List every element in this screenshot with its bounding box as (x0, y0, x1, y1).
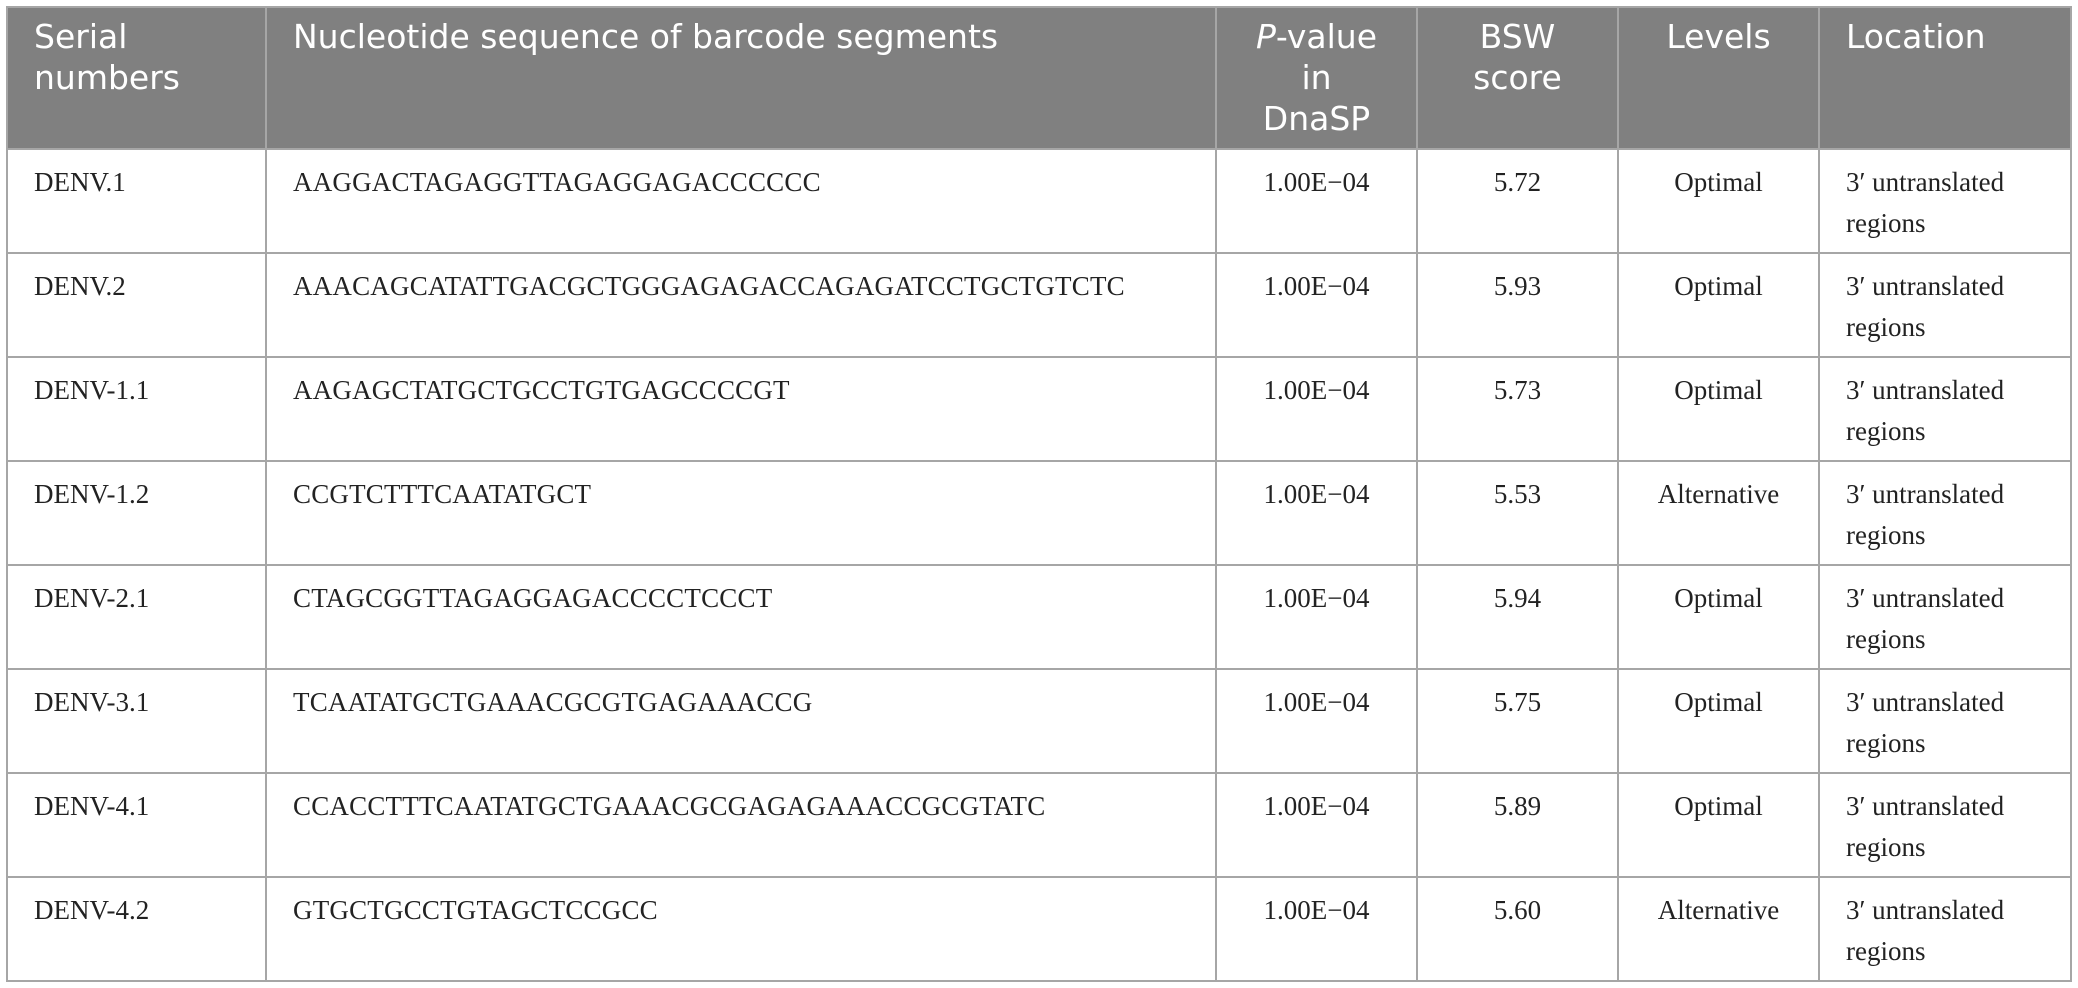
cell-p-value: 1.00E−04 (1215, 772, 1418, 878)
table-row: DENV.2 AAACAGCATATTGACGCTGGGAGAGACCAGAGA… (6, 252, 2072, 358)
table-body: DENV.1 AAGGACTAGAGGTTAGAGGAGACCCCCC 1.00… (6, 148, 2072, 982)
cell-level: Optimal (1617, 148, 1820, 254)
header-serial-numbers: Serial numbers (6, 6, 267, 150)
cell-p-value: 1.00E−04 (1215, 148, 1418, 254)
cell-level: Optimal (1617, 564, 1820, 670)
cell-bsw-score: 5.73 (1416, 356, 1619, 462)
header-nucleotide-sequence: Nucleotide sequence of barcode segments (265, 6, 1217, 150)
header-levels: Levels (1617, 6, 1820, 150)
header-p-value-rest: -value in DnaSP (1262, 17, 1378, 138)
cell-serial: DENV-1.1 (6, 356, 267, 462)
cell-location: 3′ untranslated regions (1818, 148, 2072, 254)
cell-location: 3′ untranslated regions (1818, 252, 2072, 358)
cell-p-value: 1.00E−04 (1215, 564, 1418, 670)
table-header: Serial numbers Nucleotide sequence of ba… (6, 6, 2072, 150)
header-bsw-score: BSW score (1416, 6, 1619, 150)
cell-level: Alternative (1617, 876, 1820, 982)
cell-serial: DENV-4.2 (6, 876, 267, 982)
table-row: DENV-3.1 TCAATATGCTGAAACGCGTGAGAAACCG 1.… (6, 668, 2072, 774)
cell-sequence: CCGTCTTTCAATATGCT (265, 460, 1217, 566)
cell-sequence: AAGGACTAGAGGTTAGAGGAGACCCCCC (265, 148, 1217, 254)
table-row: DENV.1 AAGGACTAGAGGTTAGAGGAGACCCCCC 1.00… (6, 148, 2072, 254)
cell-location: 3′ untranslated regions (1818, 564, 2072, 670)
cell-location: 3′ untranslated regions (1818, 356, 2072, 462)
cell-bsw-score: 5.72 (1416, 148, 1619, 254)
barcode-table: Serial numbers Nucleotide sequence of ba… (6, 6, 2072, 982)
cell-location: 3′ untranslated regions (1818, 876, 2072, 982)
cell-bsw-score: 5.53 (1416, 460, 1619, 566)
cell-serial: DENV-3.1 (6, 668, 267, 774)
header-row: Serial numbers Nucleotide sequence of ba… (6, 6, 2072, 150)
cell-location: 3′ untranslated regions (1818, 668, 2072, 774)
table-row: DENV-4.1 CCACCTTTCAATATGCTGAAACGCGAGAGAA… (6, 772, 2072, 878)
cell-serial: DENV-2.1 (6, 564, 267, 670)
cell-serial: DENV-4.1 (6, 772, 267, 878)
cell-bsw-score: 5.94 (1416, 564, 1619, 670)
cell-level: Optimal (1617, 668, 1820, 774)
cell-level: Alternative (1617, 460, 1820, 566)
table-row: DENV-4.2 GTGCTGCCTGTAGCTCCGCC 1.00E−04 5… (6, 876, 2072, 982)
cell-serial: DENV.2 (6, 252, 267, 358)
table-row: DENV-1.1 AAGAGCTATGCTGCCTGTGAGCCCCGT 1.0… (6, 356, 2072, 462)
cell-bsw-score: 5.60 (1416, 876, 1619, 982)
cell-sequence: CTAGCGGTTAGAGGAGACCCCTCCCT (265, 564, 1217, 670)
cell-sequence: AAGAGCTATGCTGCCTGTGAGCCCCGT (265, 356, 1217, 462)
table-row: DENV-1.2 CCGTCTTTCAATATGCT 1.00E−04 5.53… (6, 460, 2072, 566)
header-p-value: P-value in DnaSP (1215, 6, 1418, 150)
cell-bsw-score: 5.93 (1416, 252, 1619, 358)
cell-level: Optimal (1617, 772, 1820, 878)
cell-sequence: CCACCTTTCAATATGCTGAAACGCGAGAGAAACCGCGTAT… (265, 772, 1217, 878)
cell-level: Optimal (1617, 252, 1820, 358)
cell-serial: DENV-1.2 (6, 460, 267, 566)
barcode-table-container: Serial numbers Nucleotide sequence of ba… (6, 6, 2072, 982)
cell-p-value: 1.00E−04 (1215, 460, 1418, 566)
cell-location: 3′ untranslated regions (1818, 460, 2072, 566)
header-location: Location (1818, 6, 2072, 150)
cell-p-value: 1.00E−04 (1215, 356, 1418, 462)
cell-p-value: 1.00E−04 (1215, 876, 1418, 982)
cell-bsw-score: 5.75 (1416, 668, 1619, 774)
cell-p-value: 1.00E−04 (1215, 252, 1418, 358)
cell-sequence: GTGCTGCCTGTAGCTCCGCC (265, 876, 1217, 982)
table-row: DENV-2.1 CTAGCGGTTAGAGGAGACCCCTCCCT 1.00… (6, 564, 2072, 670)
cell-location: 3′ untranslated regions (1818, 772, 2072, 878)
header-p-value-italic: P (1255, 17, 1276, 56)
cell-p-value: 1.00E−04 (1215, 668, 1418, 774)
cell-sequence: TCAATATGCTGAAACGCGTGAGAAACCG (265, 668, 1217, 774)
cell-serial: DENV.1 (6, 148, 267, 254)
cell-sequence: AAACAGCATATTGACGCTGGGAGAGACCAGAGATCCTGCT… (265, 252, 1217, 358)
cell-bsw-score: 5.89 (1416, 772, 1619, 878)
cell-level: Optimal (1617, 356, 1820, 462)
